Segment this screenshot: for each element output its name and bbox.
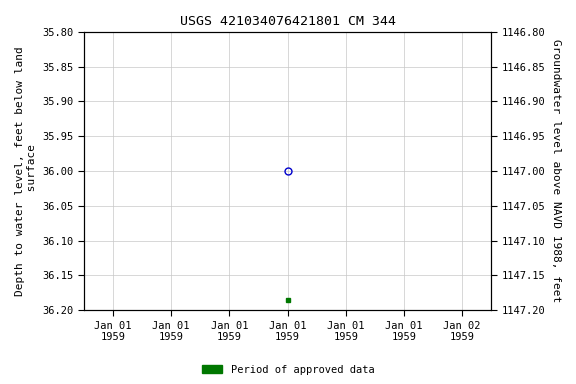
Y-axis label: Depth to water level, feet below land
 surface: Depth to water level, feet below land su… [15, 46, 37, 296]
Y-axis label: Groundwater level above NAVD 1988, feet: Groundwater level above NAVD 1988, feet [551, 40, 561, 303]
Title: USGS 421034076421801 CM 344: USGS 421034076421801 CM 344 [180, 15, 396, 28]
Legend: Period of approved data: Period of approved data [198, 361, 378, 379]
